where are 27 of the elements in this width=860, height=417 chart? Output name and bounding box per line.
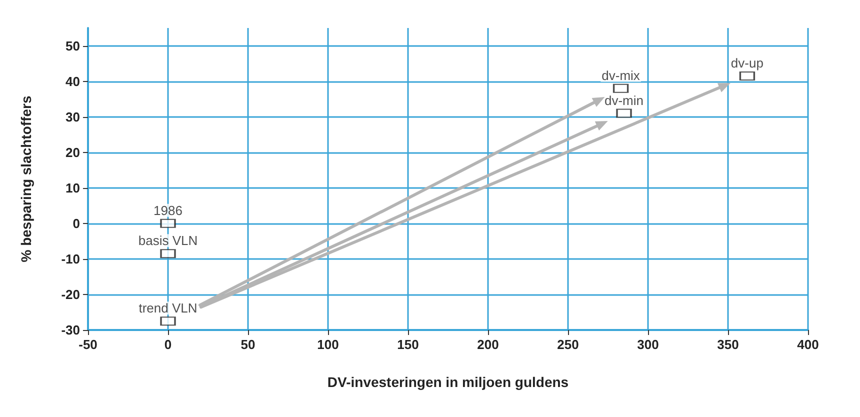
y-tick-label: -10: [61, 251, 80, 266]
y-tick-label: -30: [61, 322, 80, 338]
x-tick-label: 50: [240, 337, 256, 352]
y-tick-label: -20: [61, 286, 80, 302]
y-tick-label: 0: [72, 216, 80, 231]
x-axis-title: DV-investeringen in miljoen guldens: [327, 374, 569, 390]
y-tick-label: 30: [66, 109, 80, 124]
y-tick-label: 40: [66, 74, 80, 89]
x-tick-label: 250: [557, 337, 579, 352]
x-tick-label: 350: [717, 337, 739, 352]
x-tick-label: -50: [78, 337, 98, 352]
y-axis-title: % besparing slachtoffers: [18, 96, 34, 262]
x-tick-label: 100: [317, 337, 339, 352]
y-tick-label: 20: [66, 144, 80, 160]
series-label: basis VLN: [138, 233, 198, 248]
y-tick-label: 10: [66, 180, 80, 196]
series-label: dv-mix: [602, 68, 640, 83]
x-tick-label: 300: [637, 337, 659, 352]
x-tick-label: 200: [477, 337, 499, 352]
x-tick-label: 400: [797, 337, 819, 352]
series-label: dv-up: [730, 55, 764, 70]
series-label: trend VLN: [138, 300, 198, 316]
x-tick-label: 150: [397, 337, 419, 352]
series-label: 1986: [154, 202, 182, 218]
y-tick-label: 50: [66, 38, 80, 54]
series-label: dv-min: [604, 92, 644, 108]
x-tick-label: 0: [164, 337, 172, 352]
